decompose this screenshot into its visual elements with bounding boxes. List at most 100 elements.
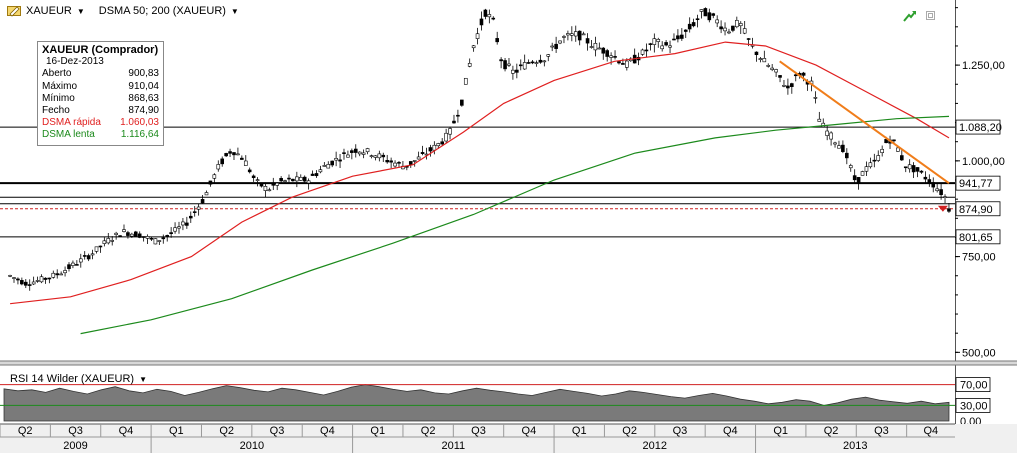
- candle-body: [51, 272, 56, 278]
- candle-body: [534, 62, 539, 64]
- candle-body: [856, 177, 861, 184]
- candle-body: [94, 246, 99, 252]
- candle-body: [919, 170, 924, 173]
- candle-body: [872, 159, 877, 162]
- info-row-label: Fecho: [42, 105, 70, 117]
- candle-body: [790, 83, 794, 87]
- candle-body: [511, 69, 515, 74]
- candle-body: [243, 160, 248, 166]
- candle-body: [71, 262, 75, 266]
- candle-body: [695, 18, 700, 21]
- rsi-level-box: [955, 377, 991, 393]
- candle-body: [161, 237, 166, 240]
- year-label: 2012: [643, 440, 667, 452]
- candle-body: [353, 148, 358, 153]
- restore-window-icon[interactable]: [926, 11, 935, 20]
- candle-body: [723, 27, 727, 32]
- candle-body: [605, 50, 609, 57]
- candle-body: [75, 264, 79, 266]
- y-tick-label: 1.000,00: [962, 156, 1005, 168]
- trend-arrow-icon[interactable]: [903, 9, 917, 22]
- candle-body: [467, 63, 472, 67]
- candle-body: [621, 63, 625, 65]
- candle-body: [625, 60, 629, 68]
- candle-body: [837, 145, 841, 149]
- candle-body: [613, 56, 617, 58]
- info-row: DSMA rápida 1.060,03: [42, 117, 159, 129]
- candle-body: [408, 161, 413, 165]
- candle-body: [907, 164, 912, 170]
- candle-body: [295, 176, 299, 182]
- candle-body: [848, 165, 853, 169]
- level-label: 874,90: [959, 204, 993, 216]
- candle-body: [911, 165, 916, 173]
- info-row-value: 874,90: [128, 105, 159, 117]
- candle-body: [326, 164, 331, 169]
- info-row-value: 900,83: [128, 68, 159, 80]
- candle-body: [597, 47, 602, 50]
- info-row-value: 1.060,03: [120, 117, 159, 129]
- y-tick-label: 1.250,00: [962, 60, 1005, 72]
- year-label: 2013: [843, 440, 867, 452]
- candle-body: [236, 153, 240, 156]
- quarter-label: Q3: [673, 425, 688, 437]
- year-label: 2010: [240, 440, 264, 452]
- candle-body: [381, 154, 386, 158]
- candle-body: [947, 208, 951, 212]
- candle-body: [550, 45, 554, 48]
- candle-body: [923, 176, 928, 180]
- level-label-box: [955, 119, 1001, 135]
- candle-body: [393, 162, 397, 167]
- candle-body: [428, 147, 433, 152]
- candle-body: [538, 59, 543, 63]
- candle-body: [251, 175, 256, 179]
- info-row: Máximo 910,04: [42, 81, 159, 93]
- candle-body: [876, 155, 881, 161]
- candle-body: [130, 233, 134, 237]
- candle-body: [306, 180, 311, 184]
- candle-body: [903, 166, 908, 169]
- candle-body: [554, 43, 558, 49]
- candle-body: [133, 231, 138, 237]
- quarter-label: Q1: [572, 425, 587, 437]
- candle-body: [55, 273, 60, 276]
- candle-body: [361, 152, 366, 155]
- candle-body: [593, 43, 598, 51]
- candle-body: [106, 238, 111, 244]
- candle-body: [499, 59, 503, 62]
- candle-body: [939, 189, 943, 195]
- rsi-area: [3, 384, 950, 422]
- price-marker: [937, 205, 948, 212]
- candle-body: [460, 99, 464, 106]
- quarter-label: Q2: [18, 425, 33, 437]
- chart-corner-controls: [903, 9, 935, 22]
- candle-body: [212, 174, 217, 179]
- candle-body: [860, 171, 865, 176]
- candle-body: [758, 58, 763, 60]
- candle-body: [738, 23, 743, 27]
- candle-body: [23, 281, 28, 286]
- candle-body: [149, 237, 154, 240]
- candle-body: [868, 162, 873, 168]
- candle-body: [385, 160, 389, 163]
- candle-body: [67, 264, 71, 269]
- candle-body: [676, 35, 680, 40]
- candle-body: [373, 155, 378, 158]
- y-tick-label: 750,00: [962, 252, 996, 264]
- indicator-selector[interactable]: DSMA 50; 200 (XAUEUR) ▼: [99, 5, 239, 17]
- info-row-value: 910,04: [128, 80, 159, 92]
- candle-body: [566, 33, 570, 36]
- candle-body: [589, 46, 594, 48]
- candle-body: [793, 74, 798, 77]
- info-row-value: 1.116,64: [120, 129, 159, 141]
- candle-body: [487, 14, 492, 18]
- candle-body: [204, 192, 209, 196]
- symbol-selector[interactable]: XAUEUR ▼: [0, 5, 85, 17]
- candle-body: [78, 258, 83, 263]
- candle-body: [570, 33, 574, 36]
- candle-body: [16, 278, 20, 281]
- level-label: 801,65: [959, 232, 993, 244]
- rsi-indicator-selector[interactable]: RSI 14 Wilder (XAUEUR) ▼: [10, 373, 147, 385]
